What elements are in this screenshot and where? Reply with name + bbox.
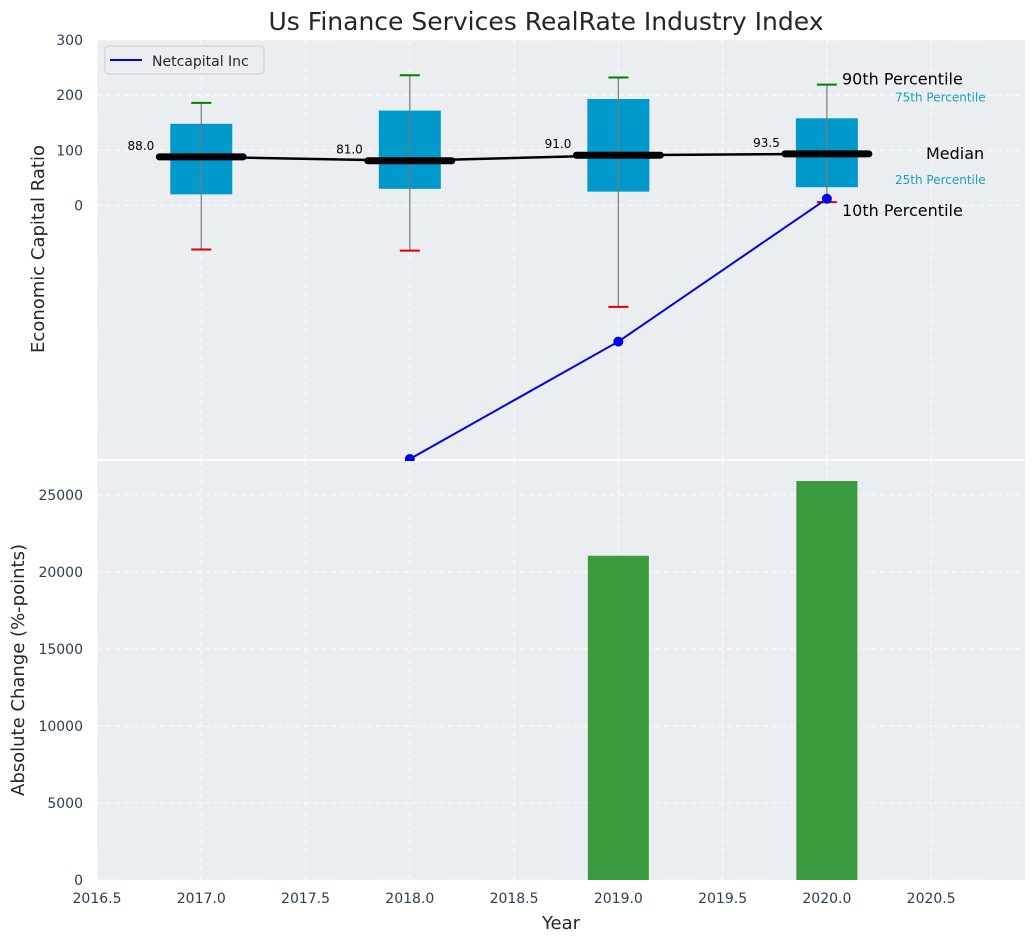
change-bar	[796, 481, 858, 880]
x-tick-label: 2019.5	[698, 891, 747, 907]
top-panel: 0 100 200 300 88.0 81.0 91.0 93.5 90th Percentil…	[56, 33, 1025, 464]
change-bar	[587, 555, 649, 880]
series-point	[821, 193, 832, 204]
median-value-label: 81.0	[336, 143, 363, 157]
x-axis-label: Year	[541, 913, 581, 934]
top-y-tick-label: 0	[74, 198, 83, 214]
x-tick-label: 2016.5	[73, 891, 122, 907]
top-y-tick-label: 300	[56, 33, 83, 49]
median-value-label: 88.0	[128, 139, 155, 153]
bottom-y-tick-label: 5000	[47, 796, 83, 812]
bottom-y-tick-label: 10000	[38, 719, 83, 735]
top-y-tick-label: 100	[56, 143, 83, 159]
annotation-p90: 90th Percentile	[842, 70, 963, 89]
top-y-axis-label: Economic Capital Ratio	[28, 145, 49, 353]
bottom-y-tick-label: 20000	[38, 565, 83, 581]
x-tick-label: 2018.5	[490, 891, 539, 907]
annotation-median: Median	[926, 144, 984, 163]
median-trend-line	[201, 152, 827, 162]
median-value-label: 93.5	[753, 136, 780, 150]
chart-title: Us Finance Services RealRate Industry In…	[269, 7, 824, 36]
top-y-tick-label: 200	[56, 88, 83, 104]
annotation-p10: 10th Percentile	[842, 201, 963, 220]
x-tick-label: 2019.0	[594, 891, 643, 907]
x-tick-label: 2017.0	[177, 891, 226, 907]
legend: Netcapital Inc	[104, 45, 265, 75]
x-tick-label: 2020.0	[802, 891, 851, 907]
bottom-y-tick-label: 15000	[38, 642, 83, 658]
bottom-plot-area	[97, 461, 1025, 880]
bottom-panel: 2016.5 2017.0 2017.5 2018.0 2018.5 2019.0 2019…	[38, 461, 1025, 907]
legend-box	[104, 45, 265, 75]
bottom-y-axis-label: Absolute Change (%-points)	[8, 544, 29, 796]
top-plot-area	[97, 40, 1025, 459]
x-tick-label: 2020.5	[907, 891, 956, 907]
x-tick-label: 2018.0	[385, 891, 434, 907]
annotation-p75: 75th Percentile	[895, 90, 986, 104]
annotation-p25: 25th Percentile	[895, 173, 986, 187]
series-point	[613, 336, 624, 347]
bottom-y-tick-label: 0	[74, 873, 83, 889]
legend-label: Netcapital Inc	[152, 54, 249, 70]
median-value-label: 91.0	[545, 137, 572, 151]
bottom-y-tick-label: 25000	[38, 488, 83, 504]
x-tick-label: 2017.5	[281, 891, 330, 907]
